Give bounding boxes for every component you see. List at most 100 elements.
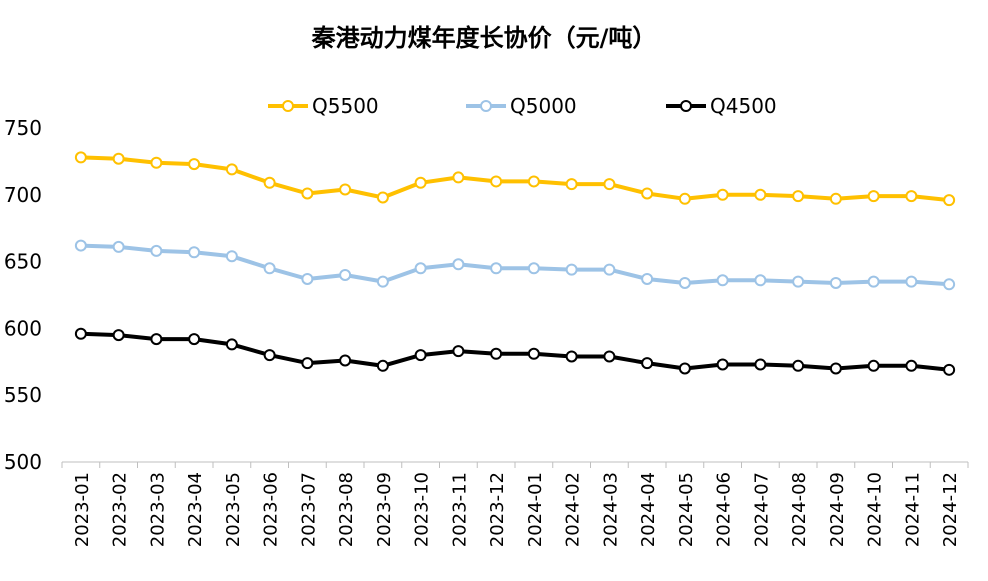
y-tick-label: 700 [4,183,42,207]
y-tick-label: 500 [4,450,42,474]
x-tick-label: 2023-08 [336,472,357,547]
x-tick-label: 2024-12 [940,472,961,547]
data-point [414,349,427,362]
x-tick-label: 2024-02 [563,472,584,547]
data-point [150,156,163,169]
data-point [225,338,238,351]
data-point [678,362,691,375]
x-tick-label: 2024-11 [902,472,923,547]
series-q5500 [74,151,956,207]
data-point [301,187,314,200]
x-tick-label: 2023-11 [449,472,470,547]
x-tick-label: 2023-01 [72,472,93,547]
x-tick-label: 2024-03 [600,472,621,547]
data-point [943,194,956,207]
data-point [905,359,918,372]
data-point [74,239,87,252]
data-point [376,359,389,372]
data-point [414,176,427,189]
data-point [905,275,918,288]
y-tick-label: 650 [4,250,42,274]
data-point [150,333,163,346]
data-point [716,358,729,371]
data-point [263,176,276,189]
data-point [301,357,314,370]
x-tick-label: 2023-10 [412,472,433,547]
data-point [74,327,87,340]
legend-item: Q5500 [268,94,379,118]
data-point [829,276,842,289]
data-point [150,244,163,257]
x-tick-label: 2023-04 [185,472,206,547]
series-layer [74,151,956,376]
data-point [490,262,503,275]
x-tick-label: 2023-12 [487,472,508,547]
data-point [225,163,238,176]
x-tick-label: 2024-06 [714,472,735,547]
data-point [452,258,465,271]
data-point [678,192,691,205]
data-point [905,190,918,203]
data-point [792,275,805,288]
data-point [112,240,125,253]
data-point [716,274,729,287]
data-point [527,175,540,188]
data-point [943,363,956,376]
legend-label: Q5000 [510,94,577,118]
data-point [301,272,314,285]
x-tick-label: 2024-01 [525,472,546,547]
series-line [78,331,952,372]
data-point [867,359,880,372]
series-q4500 [74,327,956,376]
data-point [754,188,767,201]
data-point [792,359,805,372]
legend-item: Q5000 [466,94,577,118]
legend-marker [680,100,692,112]
data-point [339,268,352,281]
legend-item: Q4500 [666,94,777,118]
x-tick-label: 2024-09 [827,472,848,547]
x-tick-label: 2024-05 [676,472,697,547]
data-point [867,190,880,203]
legend-marker [480,100,492,112]
series-line [78,155,952,203]
x-tick-label: 2023-03 [147,472,168,547]
data-point [565,350,578,363]
data-point [490,175,503,188]
x-tick-label: 2023-05 [223,472,244,547]
data-point [527,347,540,360]
y-tick-label: 750 [4,116,42,140]
legend-label: Q4500 [710,94,777,118]
series-q5000 [74,239,956,291]
data-point [754,358,767,371]
legend-label: Q5500 [312,94,379,118]
data-point [112,329,125,342]
y-axis: 500 550 600 650 700 750 [4,116,42,474]
data-point [376,275,389,288]
x-axis: 2023-01 2023-02 2023-03 2023-04 2023-05 2023-… [61,461,969,547]
data-point [263,262,276,275]
data-point [603,350,616,363]
data-point [565,178,578,191]
x-tick-label: 2023-09 [374,472,395,547]
data-point [792,190,805,203]
chart-title: 秦港动力煤年度长协价（元/吨） [311,24,657,52]
x-tick-label: 2024-10 [865,472,886,547]
data-point [74,151,87,164]
data-point [678,276,691,289]
data-point [376,191,389,204]
data-point [263,349,276,362]
data-point [641,357,654,370]
data-point [112,152,125,165]
data-point [188,333,201,346]
x-tick-label: 2023-07 [298,472,319,547]
x-tick-label: 2024-07 [751,472,772,547]
y-tick-label: 550 [4,383,42,407]
data-point [943,278,956,291]
data-point [641,272,654,285]
data-point [716,188,729,201]
data-point [565,263,578,276]
series-line [78,243,952,287]
